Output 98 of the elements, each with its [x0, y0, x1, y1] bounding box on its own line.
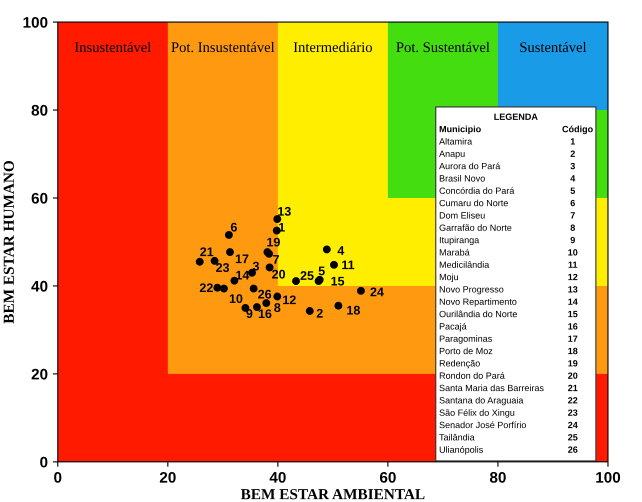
annotation: Itupiranga: [440, 236, 480, 246]
annotation: Insustentável: [74, 42, 151, 52]
annotation: 25: [300, 271, 314, 280]
annotation: São Félix do Xingu: [439, 409, 514, 418]
annotation: 26: [568, 446, 578, 453]
annotation: 11: [568, 262, 578, 268]
annotation: 22: [568, 397, 578, 404]
y-tick-label: 40: [31, 280, 48, 292]
annotation: 9: [570, 236, 575, 244]
annotation: 4: [570, 175, 576, 182]
x-tick-label: 60: [380, 472, 396, 483]
annotation: Código: [562, 126, 593, 134]
annotation: 14: [568, 298, 578, 305]
x-tick-label: 0: [54, 472, 62, 483]
annotation: Ulianópolis: [440, 446, 483, 455]
annotation: 2: [316, 308, 323, 318]
annotation: Dom Eliseu: [440, 212, 485, 219]
annotation: Altamira: [439, 138, 472, 145]
annotation: Medicilândia: [440, 261, 490, 268]
annotation: 10: [568, 249, 578, 256]
annotation: 2: [570, 150, 575, 157]
annotation: Pot. Insustentável: [171, 42, 274, 52]
annotation: Redenção: [440, 360, 480, 368]
annotation: Cumaru do Norte: [440, 200, 508, 206]
annotation: 17: [568, 336, 578, 342]
annotation: Santa Maria das Barreiras: [439, 384, 544, 392]
annotation: 8: [274, 303, 280, 312]
annotation: 15: [568, 310, 578, 318]
annotation: 12: [283, 295, 296, 304]
x-tick-label: 40: [270, 472, 286, 483]
x-axis-title: BEM ESTAR AMBIENTAL: [240, 489, 424, 500]
annotation: Intermediário: [294, 42, 372, 52]
annotation: Pacajá: [440, 322, 467, 332]
annotation: Municipio: [440, 126, 481, 134]
annotation: Ourilândia do Norte: [439, 310, 517, 318]
annotation: 19: [568, 360, 578, 367]
annotation: 16: [568, 323, 578, 330]
annotation: 4: [338, 246, 344, 255]
annotation: 12: [568, 274, 578, 280]
annotation: 23: [568, 409, 578, 416]
y-axis-title: BEM ESTAR HUMANO: [4, 160, 14, 324]
annotation: 3: [252, 262, 260, 271]
annotation: Anapu: [439, 150, 465, 159]
x-tick-label: 20: [160, 472, 176, 483]
annotation: Santana do Araguaia: [439, 396, 524, 406]
annotation: Pot. Sustentável: [396, 42, 490, 52]
annotation: Paragominas: [440, 335, 492, 344]
annotation: Concórdia do Pará: [440, 187, 514, 194]
annotation: 17: [236, 254, 248, 264]
annotation: 8: [570, 224, 575, 231]
annotation: 23: [216, 263, 230, 272]
x-tick-label: 100: [596, 472, 620, 483]
annotation: 6: [230, 222, 237, 232]
annotation: 5: [570, 188, 576, 194]
annotation: 13: [278, 206, 291, 216]
annotation: 24: [370, 288, 384, 296]
annotation: Sustentável: [520, 42, 586, 52]
annotation: Garrafão do Norte: [440, 224, 512, 231]
annotation: 20: [568, 372, 578, 379]
y-tick-label: 60: [32, 192, 48, 204]
y-tick-label: 20: [32, 368, 48, 380]
annotation: 10: [230, 294, 242, 304]
annotation: 3: [570, 162, 575, 170]
annotation: 11: [342, 260, 354, 270]
y-tick-label: 80: [32, 104, 48, 116]
y-tick-label: 0: [40, 456, 48, 468]
annotation: Brasil Novo: [440, 174, 485, 182]
annotation: 19: [267, 238, 280, 247]
annotation: Novo Repartimento: [440, 298, 516, 307]
x-tick-label: 80: [490, 472, 506, 483]
annotation: Marabá: [440, 248, 470, 256]
legend-title: LEGENDA: [494, 114, 538, 120]
annotation: 13: [568, 286, 578, 293]
annotation: 15: [331, 276, 344, 286]
annotation: Porto de Moz: [440, 348, 492, 354]
annotation: 16: [258, 309, 272, 318]
annotation: 26: [258, 290, 272, 299]
annotation: 18: [568, 348, 578, 354]
annotation: Moju: [440, 274, 458, 282]
annotation: 25: [568, 434, 578, 440]
annotation: 5: [318, 266, 325, 276]
annotation: 6: [570, 200, 575, 206]
annotation: 7: [570, 212, 575, 218]
annotation: 20: [272, 270, 286, 279]
annotation: Tailândia: [439, 434, 475, 440]
annotation: Novo Progresso: [440, 286, 504, 294]
annotation: 21: [568, 384, 578, 392]
annotation: 22: [200, 283, 213, 292]
y-tick-label: 100: [24, 16, 48, 28]
annotation: Senador José Porfírio: [439, 421, 526, 428]
annotation: 7: [273, 255, 279, 264]
annotation: 24: [568, 422, 578, 428]
annotation: 18: [347, 306, 360, 315]
annotation: Rondon do Pará: [440, 372, 505, 379]
annotation: 14: [236, 270, 250, 280]
annotation: Aurora do Pará: [439, 162, 500, 170]
annotation: 21: [200, 247, 214, 256]
annotation: 1: [570, 138, 576, 145]
